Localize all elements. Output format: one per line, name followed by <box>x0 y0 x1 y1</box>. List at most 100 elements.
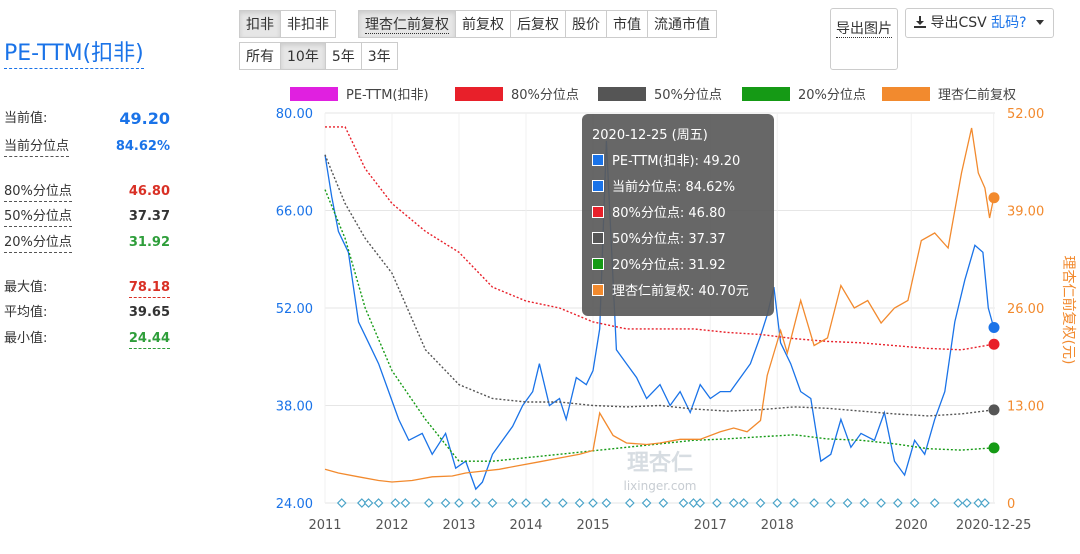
stat-label: 最小值: <box>4 331 48 346</box>
event-diamond <box>424 498 434 508</box>
price-mode-button[interactable]: 股价 <box>565 10 607 38</box>
legend-swatch <box>290 87 338 101</box>
hover-tooltip: 2020-12-25 (周五) PE-TTM(扣非): 49.20 当前分位点: … <box>582 114 774 316</box>
stat-row: 20%分位点 31.92 <box>4 234 170 256</box>
price-mode-label: 股价 <box>572 17 600 33</box>
event-diamond <box>487 498 498 508</box>
tooltip-row: PE-TTM(扣非): 49.20 <box>592 152 740 172</box>
y-left-tick-label: 24.00 <box>276 497 313 512</box>
valuation-sidebar: PE-TTM(扣非) 当前值: 49.20 当前分位点 84.62% 80%分位点 46.… <box>0 0 180 554</box>
pe-type-toggle: 扣非 非扣非 <box>239 10 336 38</box>
event-diamond <box>400 498 411 508</box>
event-diamond <box>470 498 481 508</box>
legend-swatch <box>742 87 790 101</box>
export-image-label: 导出图片 <box>836 21 892 38</box>
event-diamond <box>738 498 749 508</box>
legend-label: 50%分位点 <box>654 88 722 103</box>
event-diamond <box>641 498 652 508</box>
y-right-tick-label: 13.00 <box>1007 400 1044 415</box>
x-tick-label: 2014 <box>509 518 542 533</box>
y-left-tick-label: 38.00 <box>276 400 313 415</box>
price-mode-button[interactable]: 市值 <box>606 10 648 38</box>
event-diamond <box>625 498 635 508</box>
watermark-brand: 理杏仁 <box>627 450 693 476</box>
x-tick-label: 2020-12-25 <box>956 518 1032 533</box>
price-mode-button[interactable]: 后复权 <box>510 10 566 38</box>
tooltip-text: 20%分位点: 31.92 <box>612 258 726 273</box>
price-mode-button[interactable]: 流通市值 <box>647 10 717 38</box>
stat-value: 84.62% <box>115 139 170 154</box>
export-csv-button[interactable]: 导出CSV 乱码? <box>905 8 1055 38</box>
stat-label[interactable]: 80%分位点 <box>4 183 72 202</box>
tooltip-swatch <box>592 258 604 270</box>
garble-help-link[interactable]: 乱码? <box>991 15 1027 31</box>
time-range-toggle: 所有 10年 5年 3年 <box>239 42 398 70</box>
stat-value: 37.37 <box>128 209 170 224</box>
stat-value: 46.80 <box>128 184 170 199</box>
x-tick-label: 2015 <box>576 518 609 533</box>
metric-title[interactable]: PE-TTM(扣非) <box>4 40 144 69</box>
export-image-button[interactable]: 导出图片 <box>830 8 898 70</box>
price-mode-button[interactable]: 前复权 <box>455 10 511 38</box>
x-tick-label: 2011 <box>308 518 341 533</box>
tooltip-swatch <box>592 180 604 192</box>
stat-label[interactable]: 20%分位点 <box>4 234 72 253</box>
stat-row: 80%分位点 46.80 <box>4 183 170 205</box>
tooltip-text: 50%分位点: 37.37 <box>612 232 726 247</box>
pe-type-label: 扣非 <box>246 17 274 33</box>
y-left-tick-label: 52.00 <box>276 302 313 317</box>
price-mode-label: 前复权 <box>462 17 504 33</box>
event-diamond <box>772 498 783 508</box>
legend-swatch <box>598 87 646 101</box>
tooltip-row: 理杏仁前复权: 40.70元 <box>592 282 749 302</box>
price-mode-label: 后复权 <box>517 17 559 33</box>
stat-label: 最大值: <box>4 280 48 295</box>
event-diamond <box>454 498 464 508</box>
time-range-button[interactable]: 所有 <box>239 42 281 70</box>
event-diamond <box>678 498 689 508</box>
stat-value: 24.44 <box>128 330 170 349</box>
stat-row: 最小值: 24.44 <box>4 330 170 352</box>
event-diamond <box>357 498 367 508</box>
watermark-logo: 理杏仁 lixinger.com <box>624 450 697 493</box>
event-diamond <box>688 498 699 508</box>
tooltip-text: 理杏仁前复权: 40.70元 <box>612 284 749 299</box>
stat-value: 49.20 <box>119 109 170 128</box>
tooltip-text: 当前分位点: 84.62% <box>612 180 736 195</box>
current-value-marker <box>988 338 1000 350</box>
x-tick-label: 2017 <box>694 518 727 533</box>
pe-type-button[interactable]: 非扣非 <box>280 10 336 38</box>
legend-label: 20%分位点 <box>798 88 866 103</box>
tooltip-swatch <box>592 232 604 244</box>
time-range-button[interactable]: 10年 <box>280 42 326 70</box>
event-diamond <box>755 498 766 508</box>
current-value-marker <box>988 192 1000 204</box>
time-range-button[interactable]: 3年 <box>360 42 398 70</box>
event-diamond <box>929 498 940 508</box>
event-diamond <box>859 498 870 508</box>
event-diamond <box>507 498 518 508</box>
event-diamond <box>390 498 401 508</box>
event-diamond <box>980 498 990 508</box>
x-tick-label: 2012 <box>375 518 408 533</box>
pe-type-button[interactable]: 扣非 <box>239 10 281 38</box>
event-diamond <box>909 498 920 508</box>
event-diamond <box>601 498 612 508</box>
time-range-button[interactable]: 5年 <box>324 42 362 70</box>
event-diamond <box>893 498 903 508</box>
caret-down-icon <box>1036 20 1045 25</box>
stat-label[interactable]: 当前分位点 <box>4 138 70 157</box>
event-diamond <box>728 498 739 508</box>
stat-label[interactable]: 50%分位点 <box>4 208 72 227</box>
event-diamond <box>373 498 384 508</box>
stat-row: 最大值: 78.18 <box>4 279 170 301</box>
price-mode-toggle: 理杏仁前复权 前复权 后复权 股价 市值 流通市值 <box>358 10 717 38</box>
legend-label: 理杏仁前复权 <box>938 87 1016 103</box>
event-diamond <box>440 498 451 508</box>
current-value-marker <box>988 404 1000 416</box>
stat-value: 39.65 <box>128 305 170 320</box>
price-mode-button[interactable]: 理杏仁前复权 <box>358 10 456 38</box>
time-range-label: 3年 <box>367 49 391 65</box>
event-diamond <box>336 498 347 508</box>
stat-label: 平均值: <box>4 305 48 320</box>
